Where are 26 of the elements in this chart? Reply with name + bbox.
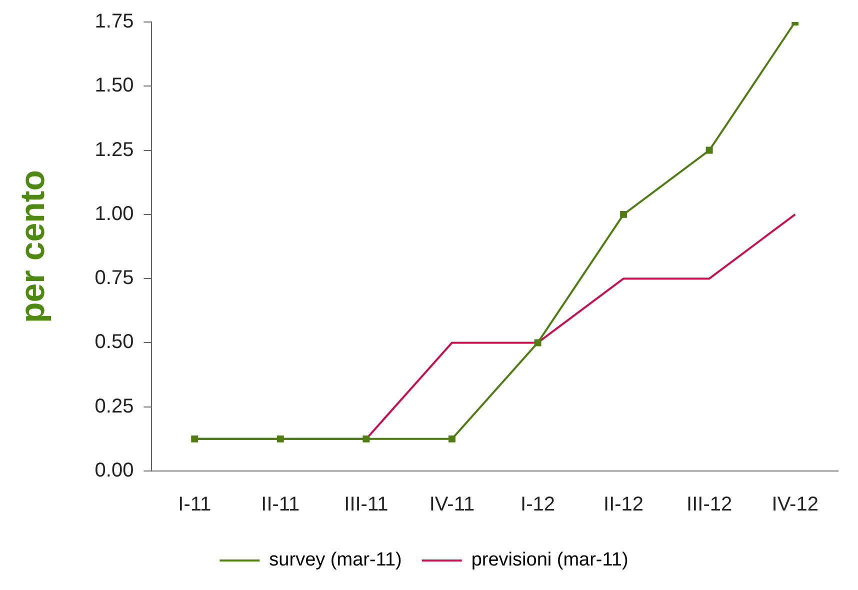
y-tick-label: 0.25 [94, 395, 134, 418]
x-tick-label: I-11 [178, 494, 212, 516]
legend-label: survey (mar-11) [269, 550, 402, 571]
y-axis-title: per cento [14, 170, 52, 324]
point [276, 435, 284, 442]
x-tick-label: II-11 [261, 494, 300, 516]
x-tick-label: IV-12 [772, 494, 818, 516]
x-tick-label: I-12 [520, 494, 555, 516]
x-tick-label: IV-11 [429, 494, 475, 516]
point [706, 146, 713, 154]
x-tick-label: III-12 [686, 494, 732, 516]
y-tick-label: 1.00 [94, 202, 134, 225]
legend-label: previsioni (mar-11) [471, 550, 628, 571]
point [448, 435, 456, 442]
y-tick-label: 1.25 [94, 138, 134, 161]
x-tick-label: II-12 [604, 494, 644, 516]
y-tick-label: 1.50 [94, 74, 134, 97]
x-tick-label: III-11 [344, 494, 388, 516]
point [620, 210, 628, 218]
y-tick-label: 0.75 [94, 267, 134, 290]
point [362, 435, 370, 442]
y-tick-label: 1.75 [94, 10, 134, 33]
y-tick-label: 0.00 [94, 460, 134, 482]
y-tick-label: 0.50 [94, 331, 134, 354]
point [191, 435, 198, 442]
point [534, 339, 542, 346]
